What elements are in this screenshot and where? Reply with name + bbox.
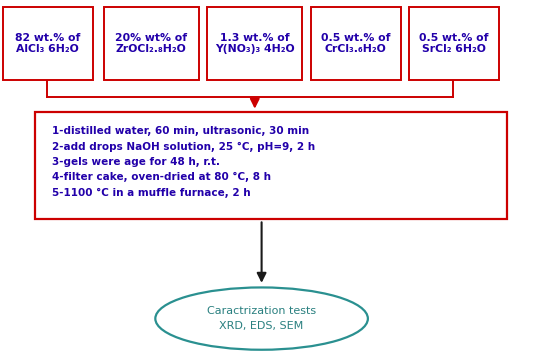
Text: 82 wt.% of
AlCl₃ 6H₂O: 82 wt.% of AlCl₃ 6H₂O xyxy=(15,33,80,54)
FancyBboxPatch shape xyxy=(311,7,401,80)
FancyBboxPatch shape xyxy=(3,7,93,80)
FancyBboxPatch shape xyxy=(35,112,507,219)
FancyBboxPatch shape xyxy=(409,7,499,80)
Text: 1.3 wt.% of
Y(NO₃)₃ 4H₂O: 1.3 wt.% of Y(NO₃)₃ 4H₂O xyxy=(215,33,295,54)
Text: 0.5 wt.% of
CrCl₃.₆H₂O: 0.5 wt.% of CrCl₃.₆H₂O xyxy=(321,33,390,54)
Text: Caractrization tests
XRD, EDS, SEM: Caractrization tests XRD, EDS, SEM xyxy=(207,306,316,331)
Text: 20% wt% of
ZrOCl₂.₈H₂O: 20% wt% of ZrOCl₂.₈H₂O xyxy=(115,33,187,54)
Ellipse shape xyxy=(155,287,368,350)
Text: 1-distilled water, 60 min, ultrasonic, 30 min
2-add drops NaOH solution, 25 °C, : 1-distilled water, 60 min, ultrasonic, 3… xyxy=(52,126,315,198)
FancyBboxPatch shape xyxy=(207,7,302,80)
FancyBboxPatch shape xyxy=(104,7,199,80)
Text: 0.5 wt.% of
SrCl₂ 6H₂O: 0.5 wt.% of SrCl₂ 6H₂O xyxy=(419,33,488,54)
